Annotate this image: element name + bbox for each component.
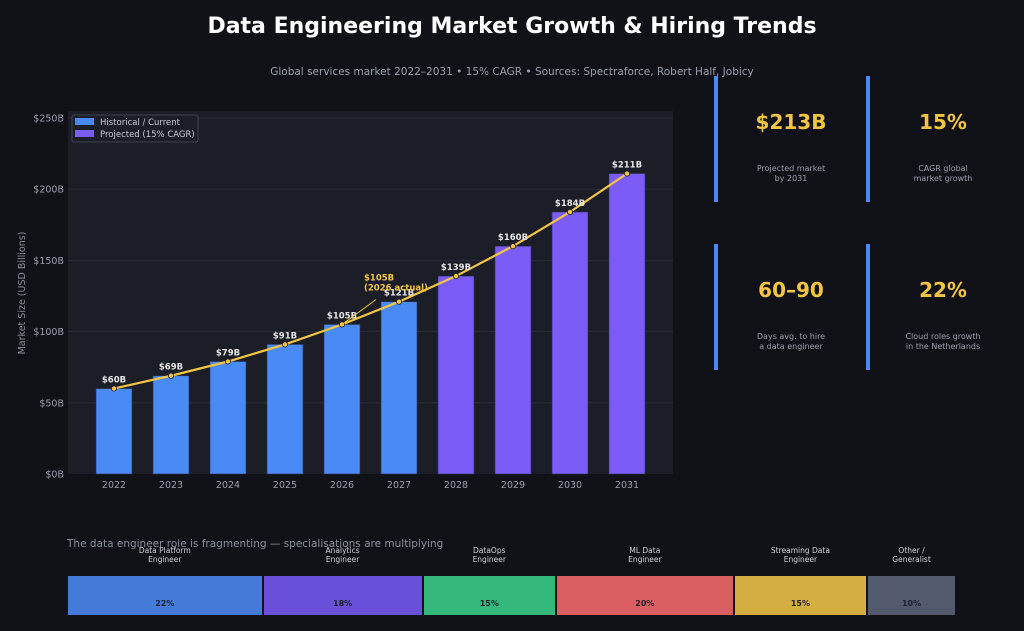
kpi-label: CAGR global market growth <box>913 164 973 183</box>
segment-label: DataOps Engineer <box>472 546 506 564</box>
trend-point <box>111 385 118 392</box>
bar-projected <box>551 211 589 475</box>
y-tick-label: $50B <box>39 398 64 409</box>
x-tick-label: 2024 <box>216 480 240 491</box>
bar-historical <box>323 324 361 475</box>
y-tick-label: $200B <box>33 185 64 196</box>
x-tick-label: 2023 <box>159 480 183 491</box>
data-label: $184B <box>555 199 585 209</box>
bar-projected <box>608 173 646 475</box>
y-axis-label: Market Size (USD Billions) <box>17 232 28 355</box>
kpi-card-days-to-hire: 60–90 Days avg. to hire a data engineer <box>714 244 864 370</box>
y-tick-label: $150B <box>33 256 64 267</box>
kpi-label: Projected market by 2031 <box>756 164 826 183</box>
x-tick-label: 2025 <box>273 480 297 491</box>
data-label: $91B <box>273 331 297 341</box>
bar-projected <box>494 245 532 475</box>
segment-label: Data Platform Engineer <box>138 546 191 564</box>
segment-label: Other / Generalist <box>892 546 931 564</box>
role-segment: 15% <box>422 575 556 616</box>
trend-point <box>624 170 631 177</box>
y-tick-label: $0B <box>45 470 64 481</box>
trend-point <box>167 372 174 379</box>
annotation-arrow <box>341 299 377 325</box>
trend-point <box>567 208 574 215</box>
kpi-card-projected-market: $213B Projected market by 2031 <box>714 76 864 202</box>
segment-percent: 18% <box>333 599 353 608</box>
x-tick-label: 2028 <box>444 480 468 491</box>
segment-label: ML Data Engineer <box>628 546 662 564</box>
kpi-accent-bar <box>866 76 870 202</box>
data-label: $105B <box>327 311 357 321</box>
segment-label: Analytics Engineer <box>325 546 360 564</box>
kpi-value: $213B <box>755 110 827 134</box>
legend-label-historical: Historical / Current <box>100 118 181 128</box>
segment-percent: 22% <box>155 599 175 608</box>
kpi-accent-bar <box>714 76 718 202</box>
trend-point <box>395 298 402 305</box>
x-tick-label: 2031 <box>615 480 639 491</box>
annotation-text: $105B <box>364 273 394 283</box>
data-label: $211B <box>612 161 642 171</box>
role-segment: 10% <box>867 575 956 616</box>
trend-point <box>224 358 231 365</box>
role-segment: 15% <box>733 575 868 616</box>
bar-historical <box>95 388 133 475</box>
kpi-label: Cloud roles growth in the Netherlands <box>905 332 981 351</box>
segment-label: Streaming Data Engineer <box>770 546 830 564</box>
x-tick-label: 2026 <box>330 480 354 491</box>
trend-point <box>509 243 516 250</box>
segment-percent: 15% <box>790 599 810 608</box>
bar-projected <box>437 275 475 475</box>
kpi-accent-bar <box>866 244 870 370</box>
x-tick-label: 2027 <box>387 480 411 491</box>
role-segment: 18% <box>262 575 423 616</box>
y-tick-label: $100B <box>33 327 64 338</box>
segment-percent: 15% <box>479 599 499 608</box>
x-tick-label: 2030 <box>558 480 582 491</box>
data-label: $69B <box>159 363 183 373</box>
trend-point <box>281 341 288 348</box>
page-subtitle: Global services market 2022–2031 • 15% C… <box>270 66 754 78</box>
bar-historical <box>152 375 190 475</box>
data-label: $121B <box>384 289 414 299</box>
kpi-accent-bar <box>714 244 718 370</box>
legend-swatch-historical <box>75 118 94 125</box>
y-tick-label: $250B <box>33 114 64 125</box>
legend-swatch-projected <box>75 130 94 137</box>
role-segment: 20% <box>555 575 734 616</box>
trend-line <box>113 172 628 390</box>
data-label: $79B <box>216 349 240 359</box>
trend-point <box>452 273 459 280</box>
kpi-card-cagr: 15% CAGR global market growth <box>866 76 1016 202</box>
kpi-value: 60–90 <box>758 278 824 302</box>
data-label: $160B <box>498 233 528 243</box>
data-label: $60B <box>102 376 126 386</box>
kpi-value: 22% <box>919 278 967 302</box>
bar-historical <box>380 301 418 475</box>
kpi-card-cloud-roles-growth: 22% Cloud roles growth in the Netherland… <box>866 244 1016 370</box>
page-title: Data Engineering Market Growth & Hiring … <box>207 14 817 39</box>
x-tick-label: 2029 <box>501 480 525 491</box>
data-label: $139B <box>441 263 471 273</box>
bar-historical <box>266 344 304 475</box>
kpi-value: 15% <box>919 110 967 134</box>
kpi-label: Days avg. to hire a data engineer <box>756 332 826 351</box>
legend: Historical / Current Projected (15% CAGR… <box>71 114 199 143</box>
annotation-text: (2026 actual) <box>364 283 428 293</box>
segment-percent: 10% <box>901 599 922 608</box>
bar-historical <box>209 361 247 475</box>
segments-caption: The data engineer role is fragmenting — … <box>67 538 444 550</box>
role-segment: 22% <box>67 575 263 616</box>
x-tick-label: 2022 <box>102 480 126 491</box>
legend-label-projected: Projected (15% CAGR) <box>100 130 195 140</box>
segment-percent: 20% <box>635 599 655 608</box>
